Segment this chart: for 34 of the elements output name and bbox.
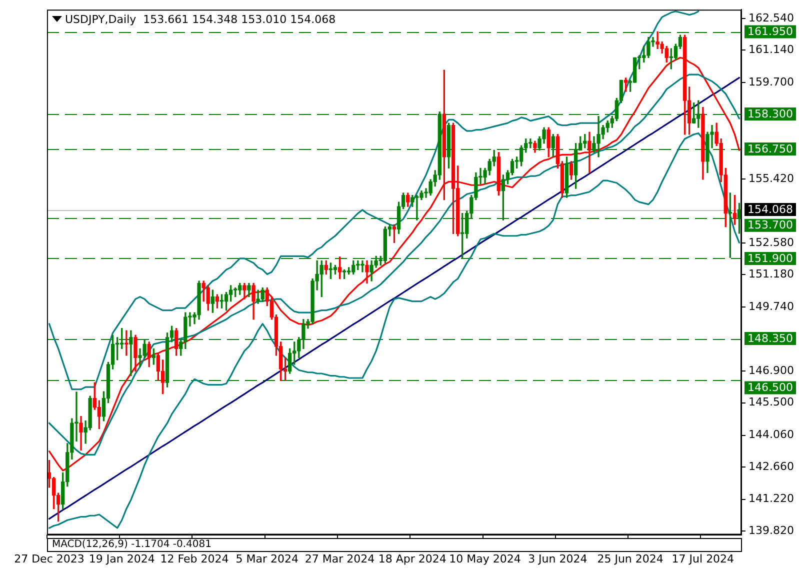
ref-line-label: 154.068 (748, 202, 794, 216)
y-tick-label: 162.540 (748, 11, 794, 24)
y-tick-label: 159.700 (748, 75, 794, 88)
ref-line-label: 156.750 (748, 142, 794, 156)
y-tick-label: 146.900 (748, 364, 794, 378)
ref-line-label: 161.950 (748, 25, 794, 38)
indicator-panel: MACD(12,26,9) -1.1704 -0.4081 (46, 538, 742, 552)
x-tick-label: 25 Jun 2024 (597, 552, 664, 566)
ref-line-label: 146.500 (748, 381, 794, 394)
ref-line-label: 153.700 (748, 218, 794, 232)
x-tick-label: 19 Jan 2024 (88, 552, 155, 566)
y-tick-label: 144.060 (748, 428, 794, 442)
ref-line-label: 148.350 (748, 332, 794, 345)
y-tick-label: 149.740 (748, 300, 794, 314)
y-tick-label: 139.820 (748, 524, 794, 537)
x-tick-label: 5 Mar 2024 (236, 552, 299, 566)
chart-title: USDJPY,Daily 153.661 154.348 153.010 154.068 (64, 12, 336, 26)
y-tick-label: 151.180 (748, 268, 794, 281)
ref-line-label: 158.300 (748, 107, 794, 120)
y-tick-label: 155.420 (748, 172, 794, 185)
x-tick-label: 18 Apr 2024 (378, 552, 446, 566)
x-tick-label: 12 Feb 2024 (160, 552, 229, 566)
x-tick-label: 27 Dec 2023 (14, 552, 84, 566)
y-tick-label: 142.660 (748, 460, 794, 473)
x-tick-label: 3 Jun 2024 (528, 552, 588, 566)
x-tick-label: 10 May 2024 (449, 552, 521, 566)
y-tick-label: 145.500 (748, 396, 794, 409)
ref-line-label: 151.900 (748, 252, 794, 265)
y-tick-label: 152.580 (748, 236, 794, 249)
x-tick-label: 17 Jul 2024 (672, 552, 734, 566)
y-tick-label: 161.140 (748, 42, 794, 56)
x-tick-label: 27 Mar 2024 (304, 552, 375, 566)
y-tick-label: 141.220 (748, 492, 794, 506)
candlestick (588, 132, 592, 174)
